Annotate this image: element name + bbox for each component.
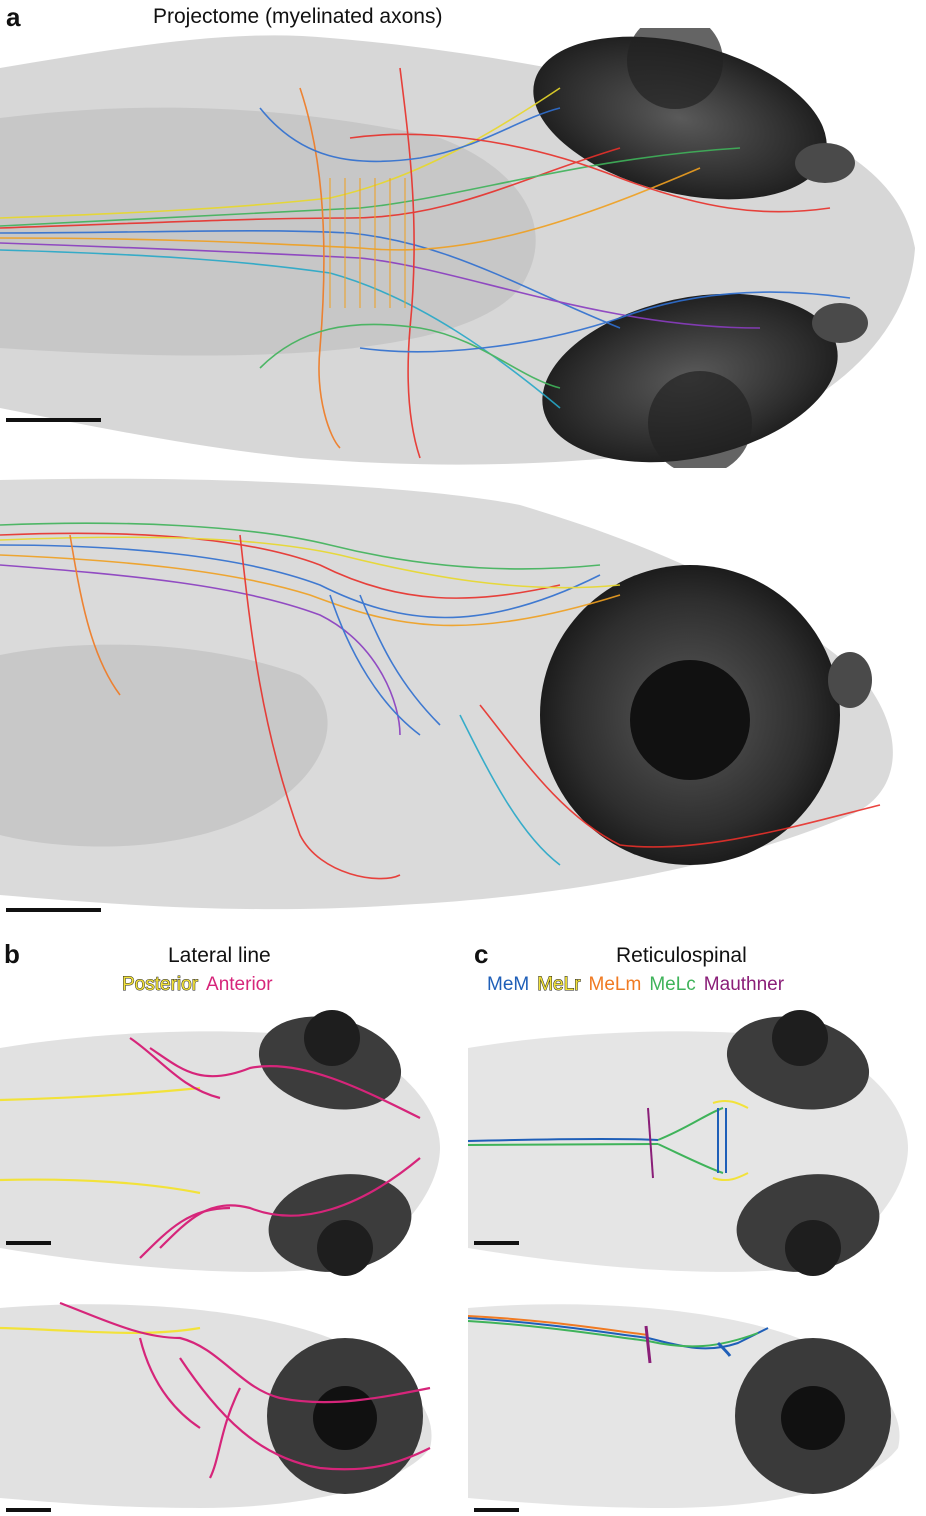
panel-c-title: Reticulospinal xyxy=(616,944,747,967)
lateral-line-dorsal-svg xyxy=(0,1010,440,1276)
panel-c-legend: MeM MeLr MeLm MeLc Mauthner xyxy=(487,974,792,996)
panel-b-letter: b xyxy=(4,939,20,969)
legend-melm: MeLm xyxy=(588,974,642,995)
reticulospinal-lateral-svg xyxy=(468,1304,900,1508)
axon-tracts xyxy=(0,67,851,459)
reticulospinal-dorsal-svg xyxy=(468,1010,908,1276)
lateral-line-lateral-image xyxy=(0,1298,455,1513)
scale-bar xyxy=(6,1241,51,1245)
panel-b-legend: Posterior Anterior xyxy=(121,974,281,996)
panel-a-letter: a xyxy=(6,2,21,32)
projectome-dorsal-svg xyxy=(0,28,915,468)
lateral-line-lateral-svg xyxy=(0,1301,432,1508)
scale-bar xyxy=(6,418,101,422)
projectome-dorsal-image xyxy=(0,28,926,468)
scale-bar xyxy=(6,908,101,912)
projectome-lateral-image xyxy=(0,475,926,925)
reticulospinal-dorsal-image xyxy=(468,1008,923,1288)
lateral-line-dorsal-image xyxy=(0,1008,455,1288)
legend-mauthner: Mauthner xyxy=(703,974,785,995)
panel-a-title: Projectome (myelinated axons) xyxy=(153,5,443,28)
axon-tracts-lateral xyxy=(0,522,881,880)
scale-bar xyxy=(6,1508,51,1512)
legend-anterior: Anterior xyxy=(206,974,273,995)
reticulospinal-lateral-image xyxy=(468,1298,923,1513)
legend-posterior: Posterior xyxy=(121,974,199,996)
projectome-lateral-svg xyxy=(0,478,893,910)
legend-melc: MeLc xyxy=(649,974,696,995)
scale-bar xyxy=(474,1508,519,1512)
eye-top xyxy=(533,36,827,200)
panel-c-letter: c xyxy=(474,939,489,969)
legend-mem: MeM xyxy=(487,974,530,995)
panel-b-title: Lateral line xyxy=(168,944,271,967)
scale-bar xyxy=(474,1241,519,1245)
legend-melr: MeLr xyxy=(537,974,581,996)
